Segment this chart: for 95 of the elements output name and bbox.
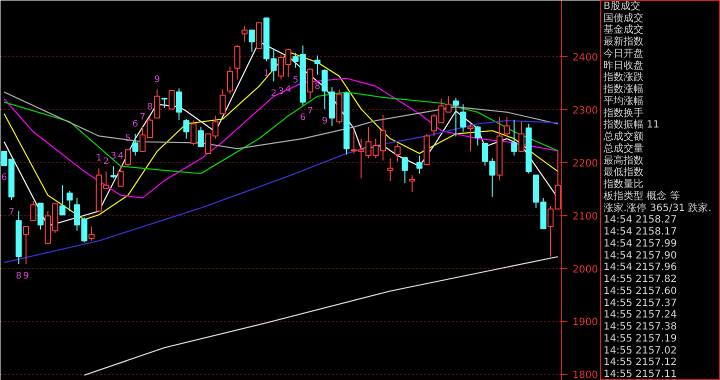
text: 2: [270, 89, 277, 100]
candlestick: [38, 202, 44, 230]
y-tick-label: 2100: [572, 211, 598, 222]
text: 14:54 2158.27: [604, 214, 677, 226]
text: 9: [322, 116, 328, 127]
text: 9: [154, 74, 160, 85]
text: 14:55 2157.19: [604, 333, 677, 344]
text: 最低指数: [604, 166, 644, 178]
candlestick: [322, 68, 328, 110]
candlestick: [59, 184, 66, 216]
candlestick: [307, 68, 314, 100]
text: 基金成交: [604, 24, 644, 36]
text: 3: [110, 152, 116, 162]
text: B股成交: [604, 0, 640, 12]
candlestick: [409, 174, 416, 193]
candlestick: [402, 157, 408, 184]
text: 7: [140, 112, 146, 122]
candlestick: [110, 166, 116, 179]
text: 指数量比: [602, 178, 644, 190]
text: 8: [314, 82, 320, 92]
candlestick: [30, 200, 36, 222]
candlestick: [168, 90, 175, 110]
candlestick: [234, 44, 240, 80]
text: 14:55 2157.02: [604, 345, 677, 356]
text: 8: [16, 272, 22, 282]
candlestick: [394, 142, 401, 162]
line-series: [84, 256, 558, 376]
y-tick-label: 2400: [572, 52, 598, 64]
candlestick: [416, 155, 422, 174]
candlestick: [387, 158, 394, 182]
text: 9: [23, 272, 29, 282]
text: 6: [132, 119, 138, 130]
candlestick: [220, 88, 226, 114]
text: 14:55 2157.11: [604, 369, 677, 380]
text: 7: [307, 106, 314, 117]
text: 总成交量: [602, 142, 644, 154]
text: 14:55 2157.37: [604, 298, 677, 309]
candlestick: [467, 123, 474, 152]
text: 2: [103, 156, 110, 167]
text: 最高指数: [604, 154, 644, 166]
candlestick: [474, 125, 481, 146]
text: 国债成交: [604, 12, 644, 24]
text: 5: [292, 75, 298, 86]
candlestick: [511, 120, 518, 156]
candlestick: [452, 97, 459, 138]
text: 14:54 2157.96: [604, 262, 677, 274]
candlestick: [190, 120, 197, 146]
text: 7: [8, 208, 14, 218]
text: 8: [146, 102, 153, 112]
text: 14:55 2157.12: [604, 357, 677, 368]
y-tick-label: 1900: [572, 317, 598, 328]
text: 14:55 2157.24: [604, 310, 677, 321]
candlestick: [226, 66, 234, 95]
text: 昨日收盘: [604, 59, 644, 72]
text: 板指类型 概念 等: [602, 190, 680, 202]
candlestick: [154, 88, 160, 118]
text: 指数涨跌: [602, 71, 644, 84]
text: 14:55 2157.38: [604, 322, 677, 333]
candlestick: [118, 166, 124, 187]
candlestick: [88, 226, 95, 242]
text: 指数振幅 11: [602, 118, 660, 131]
text: 14:54 2157.90: [604, 250, 677, 262]
y-tick-label: 2000: [572, 264, 598, 276]
text: 最新指数: [604, 36, 644, 48]
candlestick: [248, 30, 255, 52]
candlestick: [132, 133, 138, 156]
candlestick: [460, 104, 466, 132]
text: 涨家.涨停 365/31 跌家.: [604, 202, 712, 214]
text: 指数换手: [602, 106, 644, 119]
candlestick: [314, 55, 320, 76]
text: 总成交额: [602, 130, 644, 143]
candlestick: [22, 226, 30, 265]
y-tick-label: 2200: [572, 158, 598, 170]
candlestick: [176, 88, 182, 121]
candlestick: [518, 121, 524, 152]
candlestick: [242, 25, 248, 42]
text: 14:54 2158.17: [604, 226, 677, 238]
y-tick-label: 2300: [572, 106, 598, 117]
text: 6: [1, 173, 8, 184]
text: 6: [300, 112, 306, 123]
text: 今日开盘: [604, 47, 644, 60]
candlestick: [198, 126, 204, 148]
text: 14:54 2157.99: [604, 238, 677, 250]
candlestick: [504, 116, 510, 136]
text: 平均涨幅: [604, 94, 644, 107]
candlestick: [183, 118, 190, 140]
text: 14:55 2157.82: [604, 274, 677, 286]
text: 指数涨幅: [602, 83, 644, 96]
text: 14:55 2157.60: [604, 286, 677, 297]
y-tick-label: 1800: [572, 370, 598, 380]
text: 1: [96, 154, 102, 164]
text: 4: [118, 152, 124, 162]
candlestick: [66, 190, 73, 212]
candlestick: [124, 148, 132, 167]
text: 1: [264, 68, 270, 79]
